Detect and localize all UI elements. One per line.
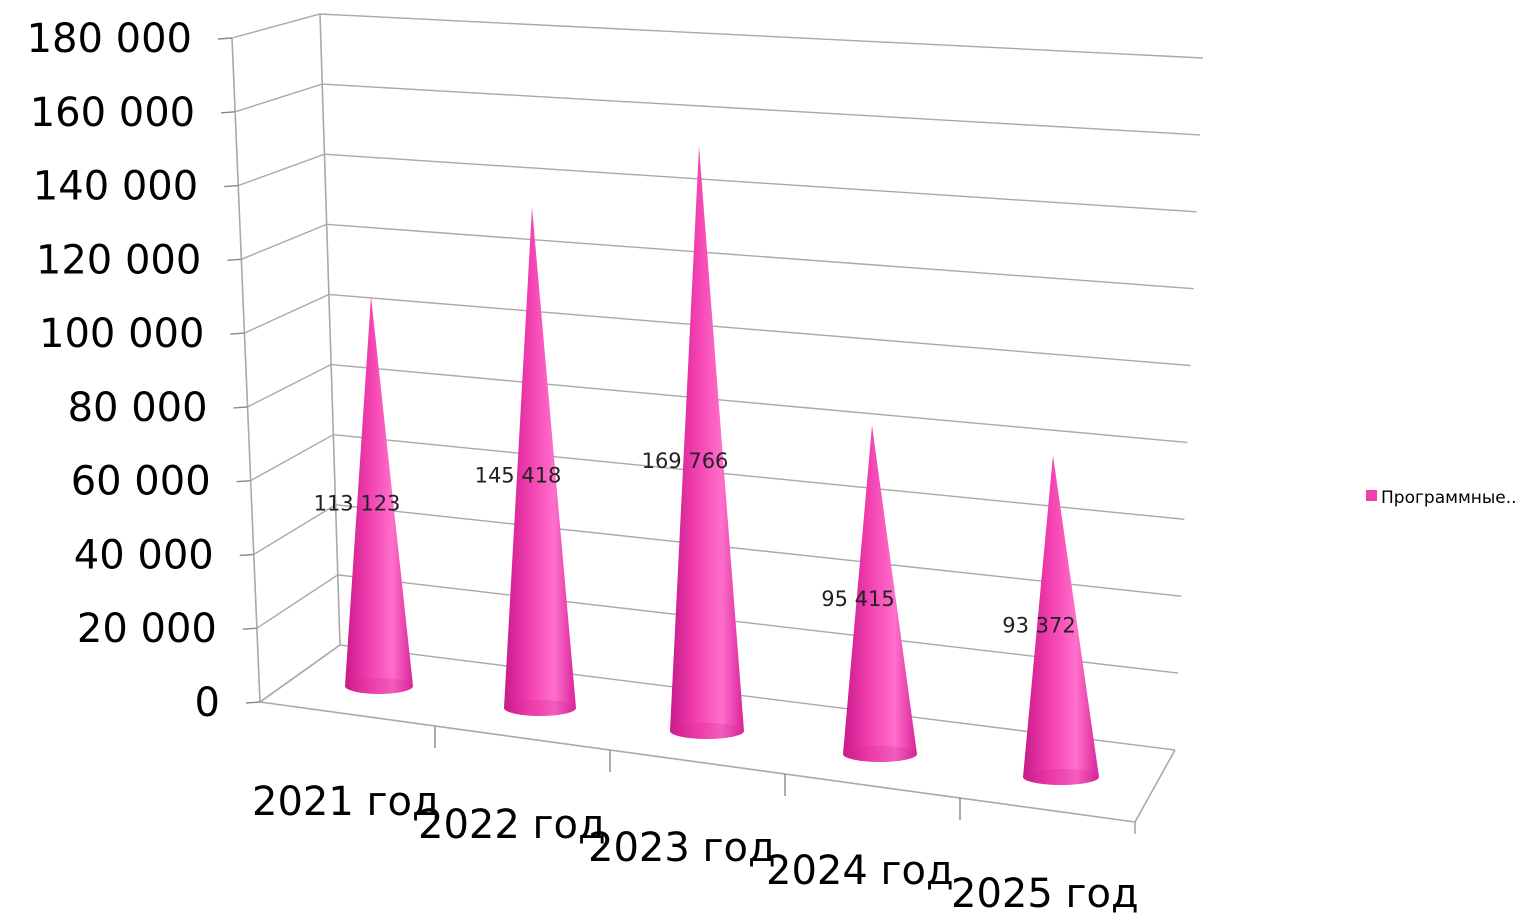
gridline [234,83,1200,136]
cone-2024-год [843,425,917,762]
y-tick-label: 80 000 [68,385,208,431]
legend: Программные.. [1366,488,1517,508]
x-category-label: 2025 год [951,871,1139,916]
cone-2025-год [1023,455,1099,785]
data-label: 145 418 [475,464,562,488]
x-category-label: 2024 год [766,848,954,894]
gridline [244,293,1191,367]
x-category-label: 2023 год [588,825,776,871]
y-tick-mark [224,184,239,188]
axis-line [259,644,341,703]
y-tick-label: 100 000 [39,311,204,357]
data-labels: 113 123 145 418 169 766 95 415 93 372 [314,449,1076,637]
y-tick-label: 120 000 [36,237,201,283]
gridline [241,223,1194,290]
data-label: 113 123 [314,492,401,516]
axis-line [259,701,1136,823]
chart-walls [231,13,1176,834]
gridline [231,13,1204,59]
axis-line [319,13,341,646]
y-tick-label: 0 [195,680,220,726]
y-tick-label: 180 000 [27,16,192,62]
y-tick-label: 60 000 [71,459,211,505]
y-tick-mark [245,701,261,704]
cone-2023-год [670,146,744,740]
y-tick-mark [230,332,245,335]
cone-2022-год [504,207,576,716]
data-label: 169 766 [642,449,729,473]
y-axis-tick-labels: 0 20 000 40 000 60 000 80 000 100 000 120 000 1… [27,16,261,726]
legend-swatch [1366,490,1377,501]
axis-line [1134,749,1176,823]
gridline [237,153,1197,213]
legend-label: Программные.. [1381,488,1517,508]
y-tick-label: 140 000 [33,164,198,210]
y-tick-mark [236,479,251,483]
axis-line [231,37,261,703]
y-tick-mark [239,553,254,557]
y-tick-mark [221,111,236,114]
cone-series [345,146,1099,785]
y-tick-mark [217,37,233,40]
data-label: 93 372 [1002,613,1075,637]
data-label: 95 415 [821,587,894,611]
y-tick-mark [233,406,248,409]
y-tick-label: 160 000 [30,90,195,136]
y-tick-label: 40 000 [74,532,214,578]
y-tick-label: 20 000 [77,606,217,652]
y-tick-mark [242,627,257,630]
x-category-label: 2021 год [252,779,440,825]
x-category-label: 2022 год [418,802,606,848]
y-tick-mark [227,258,242,262]
cone-2021-год [345,296,413,694]
